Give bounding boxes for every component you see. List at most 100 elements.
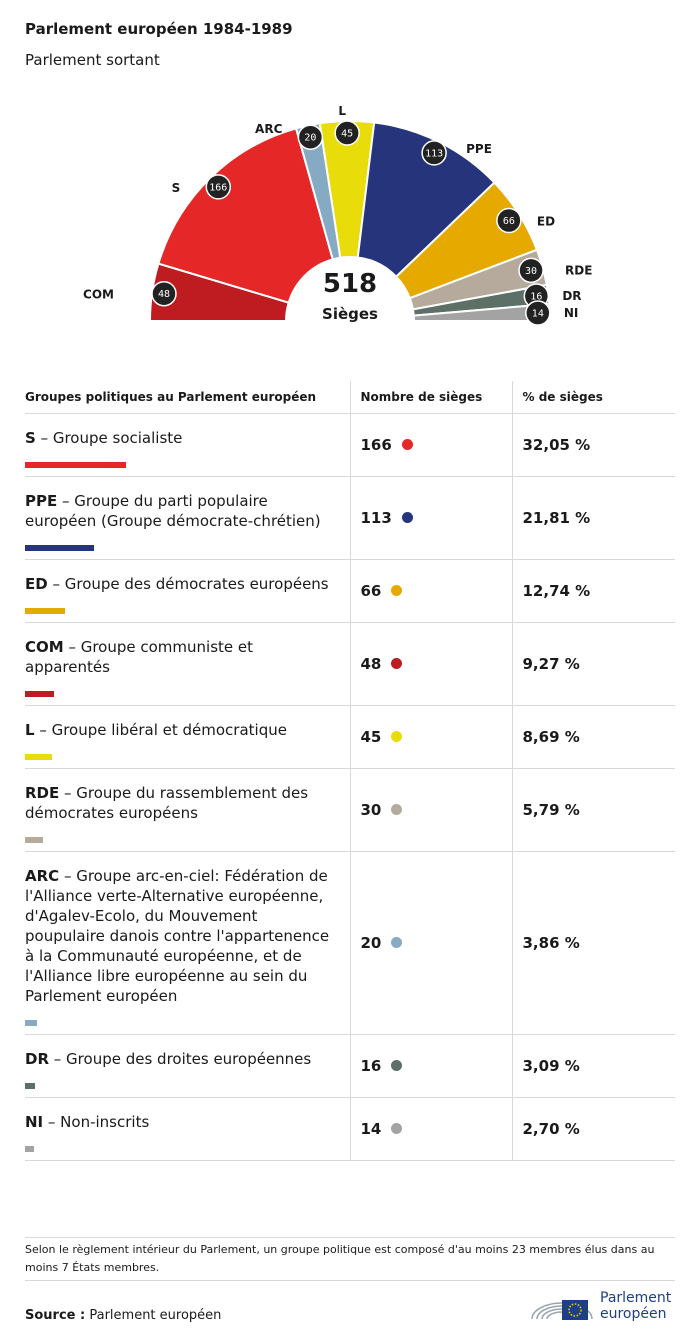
percent-value: 3,86 % — [522, 934, 580, 952]
group-abbr: ED — [25, 575, 48, 593]
total-seats-value: 518 — [323, 269, 377, 299]
segment-label-ppe: PPE — [466, 142, 492, 156]
segment-label-arc: ARC — [255, 122, 283, 136]
seat-badge-l — [334, 120, 360, 146]
source-line: Source : Parlement européen — [25, 1308, 221, 1323]
header-seats: Nombre de sièges — [349, 381, 512, 414]
seat-badge-value-ed: 66 — [503, 216, 515, 227]
seats-value: 30 — [360, 801, 382, 819]
seats-value: 113 — [360, 509, 392, 527]
group-abbr: DR — [25, 1050, 50, 1068]
seats-value: 20 — [360, 934, 382, 952]
chart-subtitle: Parlement sortant — [25, 51, 160, 69]
table-row: ARC – Groupe arc-en-ciel: Fédération de … — [25, 851, 675, 1035]
seats-cell: 48 — [349, 622, 512, 706]
segment-label-ed: ED — [537, 214, 555, 228]
group-description: – Groupe du parti populaire européen (Gr… — [25, 492, 321, 530]
percent-value: 12,74 % — [522, 582, 591, 600]
group-cell: PPE – Groupe du parti populaire européen… — [25, 476, 350, 560]
seats-value: 14 — [360, 1120, 382, 1138]
seat-badge-value-rde: 30 — [525, 266, 537, 277]
seats-cell: 166 — [349, 413, 512, 477]
seat-badge-value-arc: 20 — [304, 133, 316, 144]
percent-value: 5,79 % — [522, 801, 580, 819]
seats-cell: 66 — [349, 559, 512, 623]
group-color-dot — [391, 937, 403, 948]
seats-cell: 45 — [349, 705, 512, 769]
percent-value: 32,05 % — [522, 436, 591, 454]
group-share-bar — [25, 462, 126, 468]
group-color-dot — [391, 731, 403, 742]
group-color-dot — [391, 658, 403, 669]
seats-cell: 20 — [349, 851, 512, 1035]
group-name: ARC – Groupe arc-en-ciel: Fédération de … — [25, 866, 340, 1006]
table-header-row: Groupes politiques au Parlement européen… — [25, 381, 675, 414]
group-share-bar — [25, 1020, 38, 1026]
seats-value: 166 — [360, 436, 392, 454]
percent-cell: 2,70 % — [511, 1097, 675, 1161]
seat-badge-rde — [518, 257, 544, 284]
group-share-bar — [25, 608, 66, 614]
segment-label-rde: RDE — [565, 263, 592, 277]
group-abbr: ARC — [25, 867, 60, 885]
seats-value: 48 — [360, 655, 382, 673]
seat-badge-arc — [297, 124, 324, 150]
seats-cell: 30 — [349, 768, 512, 852]
group-color-dot — [401, 439, 413, 450]
seats-cell: 113 — [349, 476, 512, 560]
group-description: – Non-inscrits — [43, 1113, 150, 1131]
total-seats-label: Sièges — [322, 305, 378, 323]
group-name: RDE – Groupe du rassemblement des démocr… — [25, 783, 340, 823]
seat-badge-value-dr: 16 — [530, 291, 542, 302]
table-row: NI – Non-inscrits 14 2,70 % — [25, 1097, 675, 1161]
hemicycle-segment-ppe — [356, 121, 496, 279]
group-cell: RDE – Groupe du rassemblement des démocr… — [25, 768, 350, 852]
table-row: L – Groupe libéral et démocratique 45 8,69… — [25, 705, 675, 769]
header-groups: Groupes politiques au Parlement européen — [25, 381, 350, 414]
group-name: DR – Groupe des droites européennes — [25, 1049, 340, 1069]
group-description: – Groupe libéral et démocratique — [34, 721, 287, 739]
group-description: – Groupe communiste et apparentés — [25, 638, 254, 676]
european-parliament-logo-icon — [531, 1300, 593, 1320]
group-cell: DR – Groupe des droites européennes — [25, 1034, 350, 1098]
group-color-dot — [391, 1060, 403, 1071]
percent-value: 9,27 % — [522, 655, 580, 673]
percent-cell: 3,86 % — [511, 851, 675, 1035]
group-abbr: L — [25, 721, 35, 739]
percent-cell: 3,09 % — [511, 1034, 675, 1098]
hemicycle-chart: 48 166 20 45 113 66 30 16 14 COM S ARC L PPE ED RDE DR N… — [83, 104, 592, 326]
group-cell: ED – Groupe des démocrates européens — [25, 559, 350, 623]
groups-table: Groupes politiques au Parlement européen… — [25, 381, 675, 1161]
seat-badge-value-ni: 14 — [532, 309, 544, 320]
percent-cell: 5,79 % — [511, 768, 675, 852]
seats-cell: 16 — [349, 1034, 512, 1098]
seat-badge-s — [205, 174, 232, 200]
group-name: L – Groupe libéral et démocratique — [25, 720, 340, 740]
segment-label-s: S — [172, 181, 181, 195]
seat-badge-ni — [525, 300, 551, 326]
group-cell: ARC – Groupe arc-en-ciel: Fédération de … — [25, 851, 350, 1035]
group-color-dot — [391, 804, 403, 815]
percent-value: 3,09 % — [522, 1057, 580, 1075]
percent-cell: 21,81 % — [511, 476, 675, 560]
group-description: – Groupe arc-en-ciel: Fédération de l'Al… — [25, 867, 330, 1005]
group-cell: L – Groupe libéral et démocratique — [25, 705, 350, 769]
group-color-dot — [401, 512, 413, 523]
group-name: ED – Groupe des démocrates européens — [25, 574, 340, 594]
table-row: COM – Groupe communiste et apparentés 48 9… — [25, 622, 675, 706]
group-share-bar — [25, 1146, 34, 1152]
seat-badge-ppe — [421, 140, 447, 166]
table-row: ED – Groupe des démocrates européens 66 12… — [25, 559, 675, 623]
group-cell: COM – Groupe communiste et apparentés — [25, 622, 350, 706]
group-share-bar — [25, 754, 53, 760]
logo-text: Parlement européen — [600, 1290, 671, 1322]
group-abbr: S — [25, 429, 36, 447]
table-row: S – Groupe socialiste 166 32,05 % — [25, 413, 675, 477]
group-share-bar — [25, 837, 44, 843]
group-abbr: COM — [25, 638, 64, 656]
seat-badge-value-l: 45 — [341, 129, 353, 140]
group-name: NI – Non-inscrits — [25, 1112, 340, 1132]
chart-title: Parlement européen 1984-1989 — [25, 20, 293, 38]
seat-badge-ed — [496, 207, 522, 234]
group-abbr: RDE — [25, 784, 60, 802]
